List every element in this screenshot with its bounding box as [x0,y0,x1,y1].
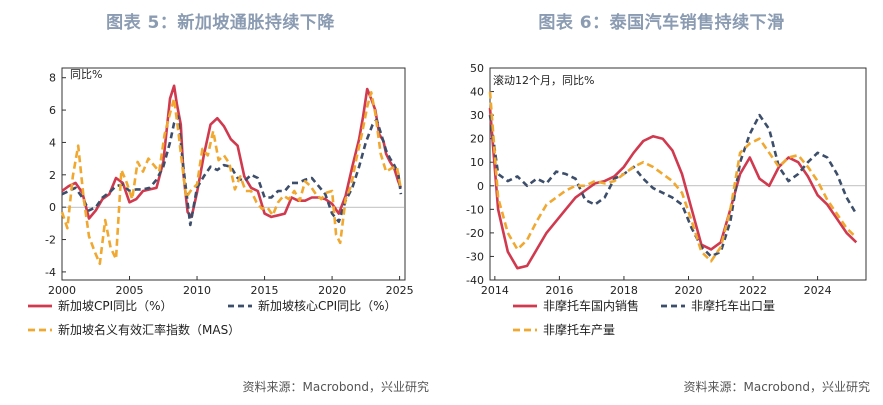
x-tick-label: 2016 [545,284,573,297]
x-tick-label: 2015 [251,284,279,297]
y-tick-label: -40 [466,274,484,287]
series-line-1 [61,84,403,220]
y-tick-label: 0 [49,201,56,214]
x-tick-label: 2025 [386,284,414,297]
chart-panel-cpi: 图表 5：新加坡通胀持续下降 -4 -2 0 2 4 6 8 2000 2005 2010 2015… [0,0,441,405]
legend-item-3: 新加坡名义有效汇率指数（MAS） [28,322,240,337]
y-axis-label: 同比% [70,68,102,81]
y-tick-label: -30 [466,250,484,263]
x-tick-label: 2010 [183,284,211,297]
legend-item-2: 非摩托车出口量 [661,298,775,313]
y-tick-label: 2 [49,169,56,182]
y-tick-label: -2 [45,234,56,247]
series-line-1 [488,107,858,270]
chart-title: 图表 6：泰国汽车销售持续下滑 [538,13,785,33]
y-tick-label: -4 [45,266,56,279]
legend-label: 非摩托车出口量 [691,298,775,313]
y-tick-label: 30 [470,109,484,122]
y-tick-label: 0 [477,180,484,193]
x-tick-label: 2024 [804,284,832,297]
y-axis-label: 滚动12个月，同比% [493,73,594,87]
x-tick-label: 2005 [116,284,144,297]
series-line-2 [61,115,403,227]
legend-label: 新加坡核心CPI同比（%） [258,298,397,313]
legend-item-1: 新加坡CPI同比（%） [28,298,173,313]
legend-item-3: 非摩托车产量 [513,322,615,337]
y-tick-label: -20 [466,227,484,240]
y-tick-label: 40 [470,86,484,99]
legend-label: 新加坡名义有效汇率指数（MAS） [58,322,240,337]
cpi-chart: -4 -2 0 2 4 6 8 2000 2005 2010 2015 2020 2025 同比% 新加坡C… [28,67,414,337]
y-tick-label: 20 [470,133,484,146]
source-note: 资料来源：Macrobond，兴业研究 [683,380,871,394]
y-tick-label: 8 [49,72,56,85]
source-note: 资料来源：Macrobond，兴业研究 [242,380,430,394]
y-tick-label: 50 [470,62,484,75]
x-tick-label: 2014 [481,284,509,297]
legend-item-1: 非摩托车国内销售 [513,298,639,313]
y-tick-label: 4 [49,136,56,149]
legend-item-2: 新加坡核心CPI同比（%） [228,298,397,313]
legend-label: 非摩托车产量 [543,322,615,337]
legend-label: 新加坡CPI同比（%） [58,298,173,313]
series-line-3 [488,91,858,263]
x-tick-label: 2020 [318,284,346,297]
x-tick-label: 2018 [610,284,638,297]
plot-frame [489,67,867,281]
plot-frame [61,67,406,281]
series-line-3 [60,91,403,266]
legend-label: 非摩托车国内销售 [543,298,639,313]
auto-chart: -40 -30 -20 -10 0 10 20 30 40 50 2014 2016 2018 2020 2… [466,62,867,337]
y-tick-label: -10 [466,203,484,216]
series-line-2 [488,113,858,258]
x-tick-label: 2022 [739,284,767,297]
y-tick-label: 6 [49,104,56,117]
x-tick-label: 2020 [674,284,702,297]
y-tick-label: 10 [470,156,484,169]
x-tick-label: 2000 [48,284,76,297]
chart-panel-auto: 图表 6：泰国汽车销售持续下滑 -40 -30 -20 -10 0 10 20 30 40 50 2… [441,0,882,405]
chart-title: 图表 5：新加坡通胀持续下降 [106,13,335,33]
